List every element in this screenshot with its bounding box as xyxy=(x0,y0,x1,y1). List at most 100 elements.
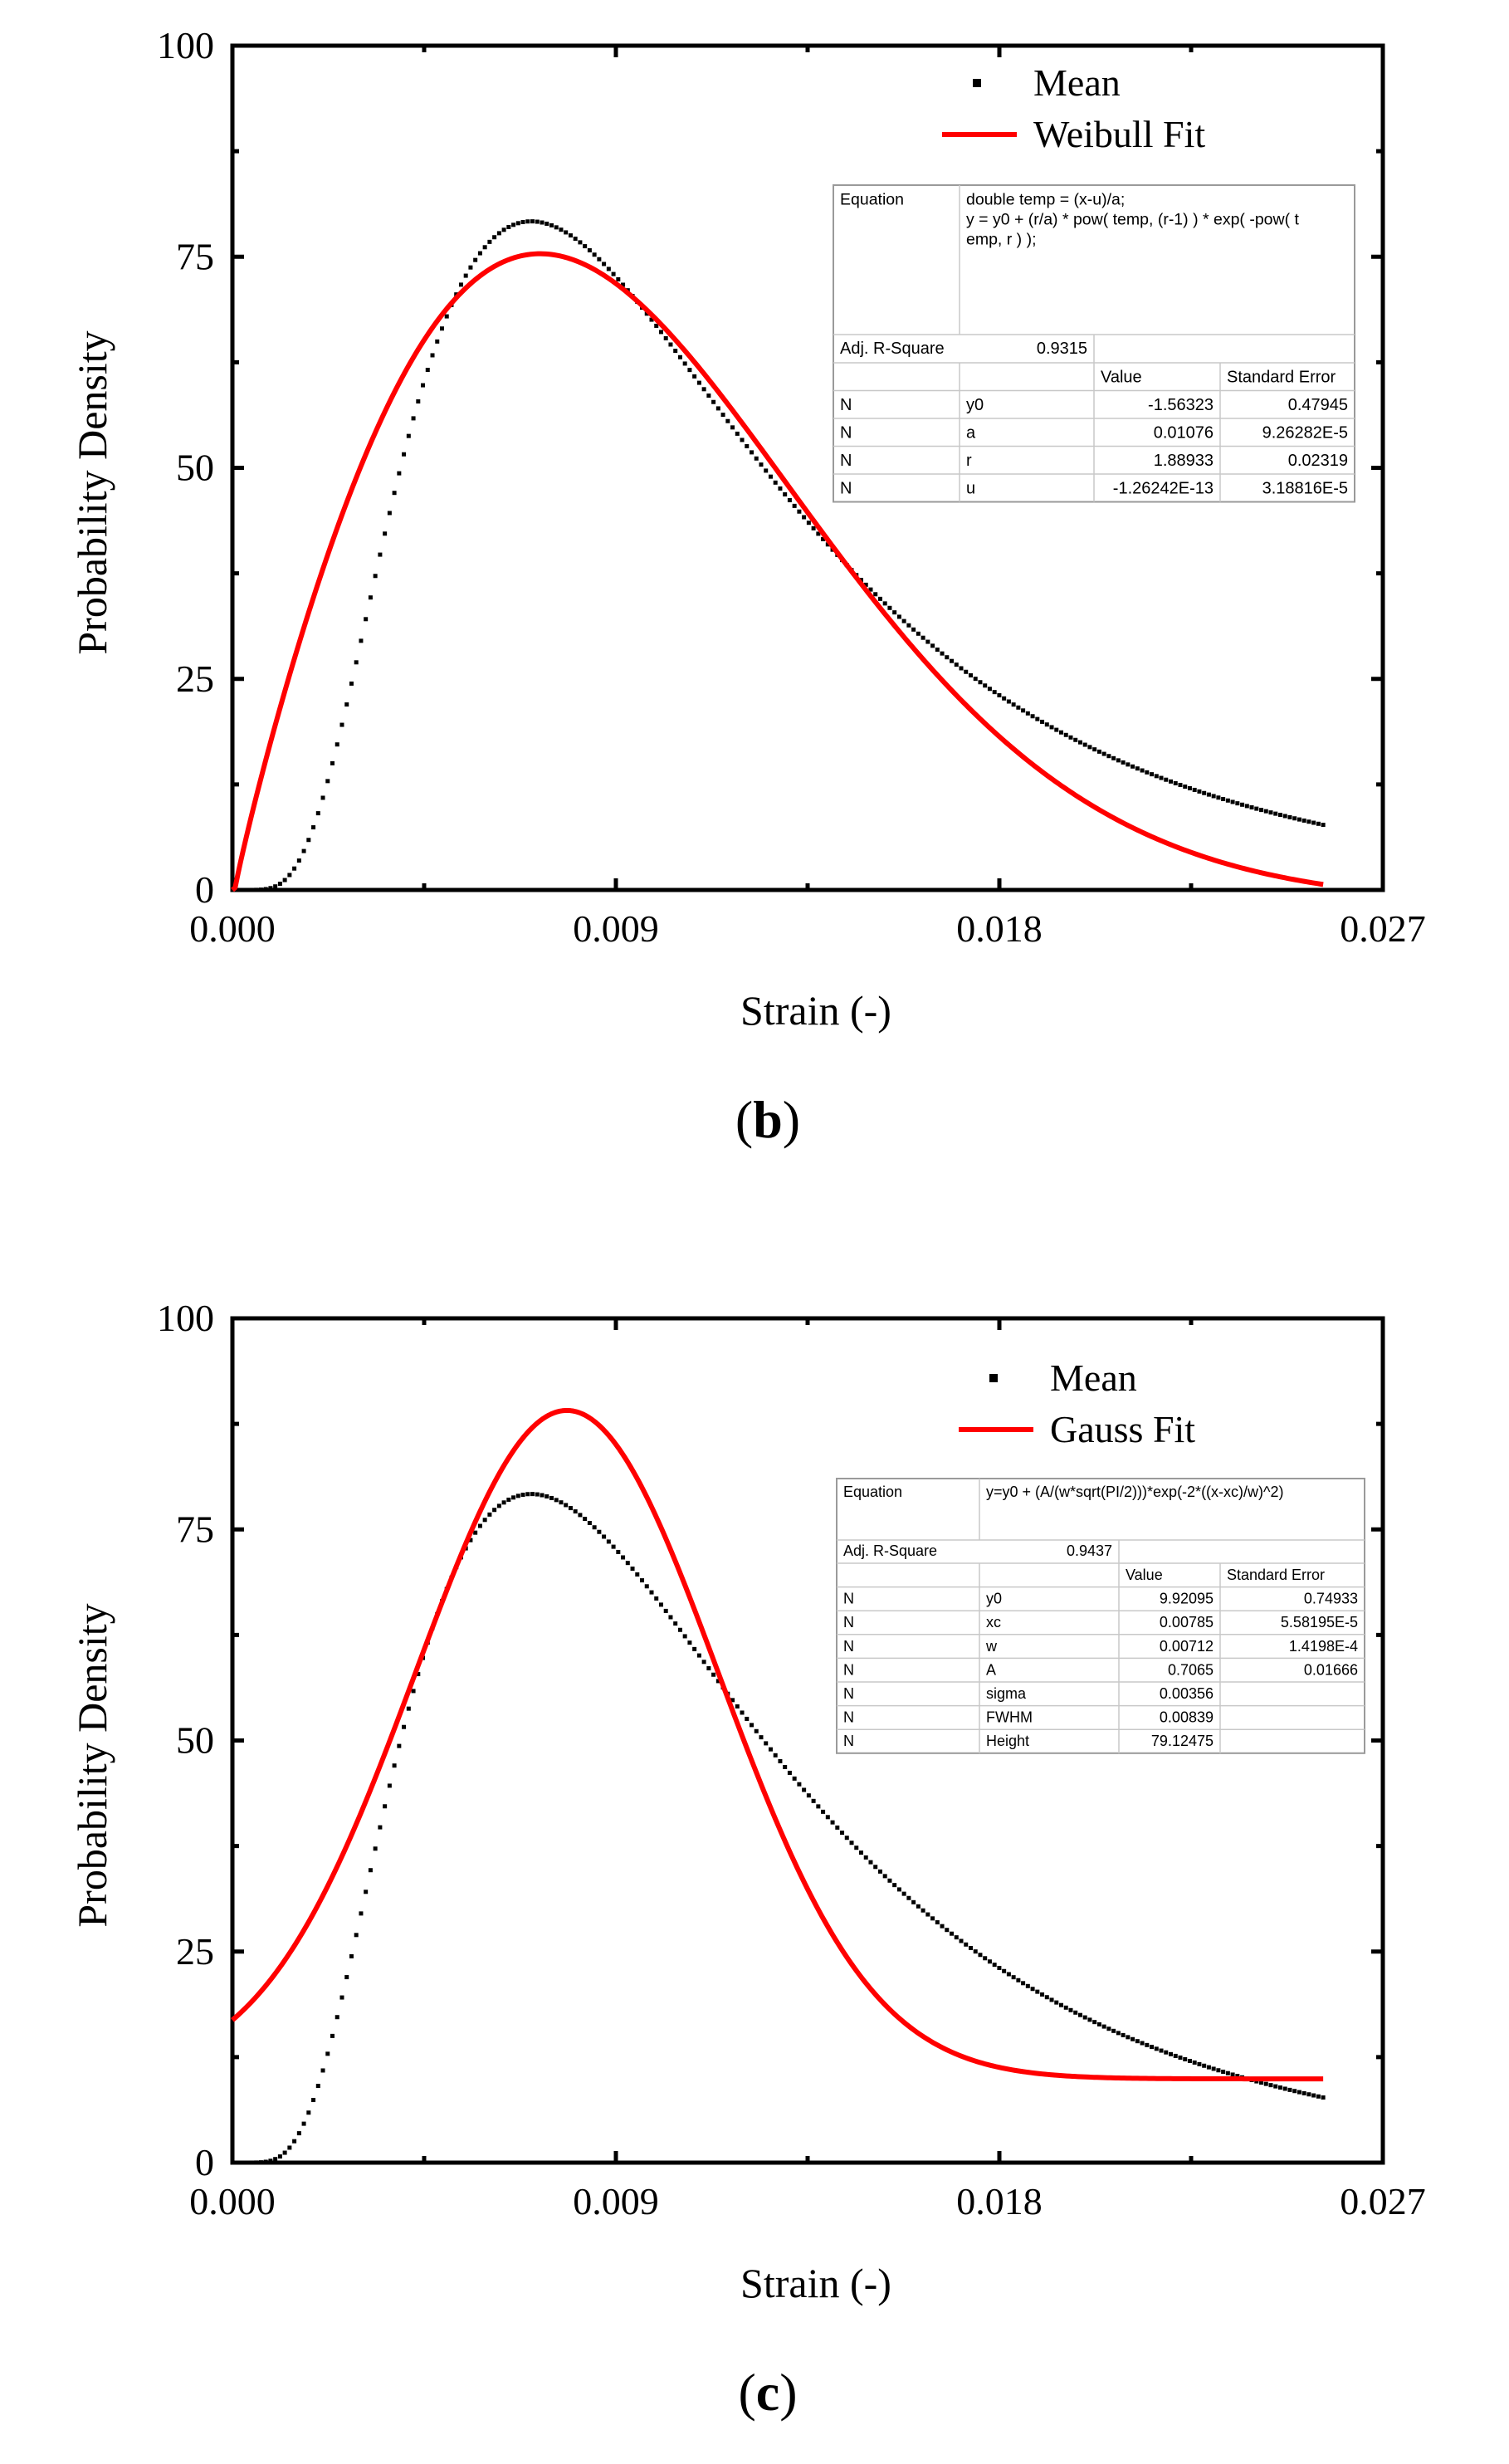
data-point xyxy=(473,257,478,262)
data-point xyxy=(1030,714,1035,719)
data-point xyxy=(1268,810,1273,815)
data-point xyxy=(301,2121,306,2126)
data-point xyxy=(840,1831,845,1836)
data-point xyxy=(1235,801,1240,806)
data-point xyxy=(644,1584,649,1589)
data-point xyxy=(1183,2057,1188,2062)
table-cell: 1.4198E-4 xyxy=(1289,1638,1358,1655)
data-point xyxy=(1301,818,1306,823)
data-point xyxy=(873,592,878,597)
data-point xyxy=(287,873,292,878)
data-point xyxy=(1040,1992,1045,1997)
data-point xyxy=(373,574,378,579)
x-tick-label: 0.027 xyxy=(1340,2180,1426,2222)
data-point xyxy=(668,1615,673,1620)
y-tick-label: 0 xyxy=(195,868,214,911)
table-cell: 0.00785 xyxy=(1160,1614,1214,1630)
data-point xyxy=(687,368,692,373)
table-cell: -1.56323 xyxy=(1148,396,1214,414)
data-point xyxy=(816,531,821,536)
data-point xyxy=(849,1841,854,1846)
legend-label: Mean xyxy=(1033,61,1121,104)
data-point xyxy=(783,1764,788,1769)
data-point xyxy=(1111,755,1116,760)
data-point xyxy=(1016,1978,1021,1982)
table-cell: 0.74933 xyxy=(1304,1591,1358,1607)
data-point xyxy=(477,1523,482,1528)
data-point xyxy=(387,1783,392,1788)
data-point xyxy=(492,1508,497,1513)
data-point xyxy=(1225,798,1230,803)
data-point xyxy=(877,1869,882,1874)
x-tick-label: 0.009 xyxy=(573,2180,659,2222)
data-point xyxy=(487,1512,492,1517)
data-point xyxy=(1082,742,1087,747)
data-point xyxy=(378,1825,383,1830)
adj-r-square-label: Adj. R-Square xyxy=(840,340,945,358)
data-point xyxy=(583,1517,588,1522)
data-point xyxy=(663,335,668,340)
data-point xyxy=(1197,789,1202,794)
data-point xyxy=(254,887,259,892)
table-cell: 0.01076 xyxy=(1154,423,1214,442)
data-point xyxy=(1082,2015,1087,2020)
table-cell: A xyxy=(986,1661,996,1678)
data-point xyxy=(263,887,268,892)
data-point xyxy=(616,1549,621,1554)
data-point xyxy=(397,1743,402,1748)
data-point xyxy=(1230,2072,1235,2077)
data-point xyxy=(1277,2085,1282,2090)
data-point xyxy=(892,610,897,615)
table-cell: Height xyxy=(986,1733,1029,1749)
data-point xyxy=(1164,777,1169,782)
data-point xyxy=(1059,730,1064,735)
data-point xyxy=(244,887,249,892)
data-point xyxy=(1002,696,1007,701)
data-point xyxy=(745,1716,750,1721)
data-point xyxy=(573,237,578,242)
data-point xyxy=(1111,2028,1116,2033)
data-point xyxy=(1306,819,1311,824)
data-point xyxy=(520,1492,525,1497)
data-point xyxy=(806,521,811,526)
data-point xyxy=(296,858,301,863)
data-point xyxy=(244,2160,249,2165)
data-point xyxy=(383,531,388,536)
data-point xyxy=(706,394,711,398)
data-point xyxy=(1211,794,1216,799)
data-point xyxy=(545,1494,549,1498)
data-point xyxy=(430,353,435,358)
table-cell: 0.47945 xyxy=(1288,396,1348,414)
data-point xyxy=(877,596,882,601)
data-point xyxy=(1277,813,1282,818)
data-point xyxy=(654,323,659,328)
equation-label: Equation xyxy=(840,191,904,209)
data-point xyxy=(277,2154,282,2159)
data-point xyxy=(364,617,369,622)
data-point xyxy=(792,503,797,508)
data-point xyxy=(354,1933,359,1938)
data-point xyxy=(1096,2022,1101,2026)
data-point xyxy=(501,227,506,232)
legend-marker xyxy=(973,79,981,87)
data-point xyxy=(311,825,316,830)
data-point xyxy=(954,1935,959,1940)
data-point xyxy=(530,219,535,224)
data-point xyxy=(658,1602,663,1607)
x-tick-label: 0.000 xyxy=(189,907,276,950)
data-point xyxy=(249,887,254,892)
data-point xyxy=(921,635,925,640)
data-point xyxy=(973,677,978,682)
data-point xyxy=(554,225,559,230)
data-point xyxy=(602,262,607,266)
data-point xyxy=(1168,779,1173,784)
data-point xyxy=(239,887,244,892)
data-point xyxy=(706,1666,711,1671)
data-point xyxy=(1101,2024,1106,2029)
fit-results-table: Equation double temp = (x-u)/a; y = y0 + (… xyxy=(833,184,1355,503)
data-point xyxy=(1145,2042,1150,2047)
data-point xyxy=(606,1539,611,1544)
data-point xyxy=(1044,1995,1049,2000)
data-point xyxy=(411,416,416,421)
